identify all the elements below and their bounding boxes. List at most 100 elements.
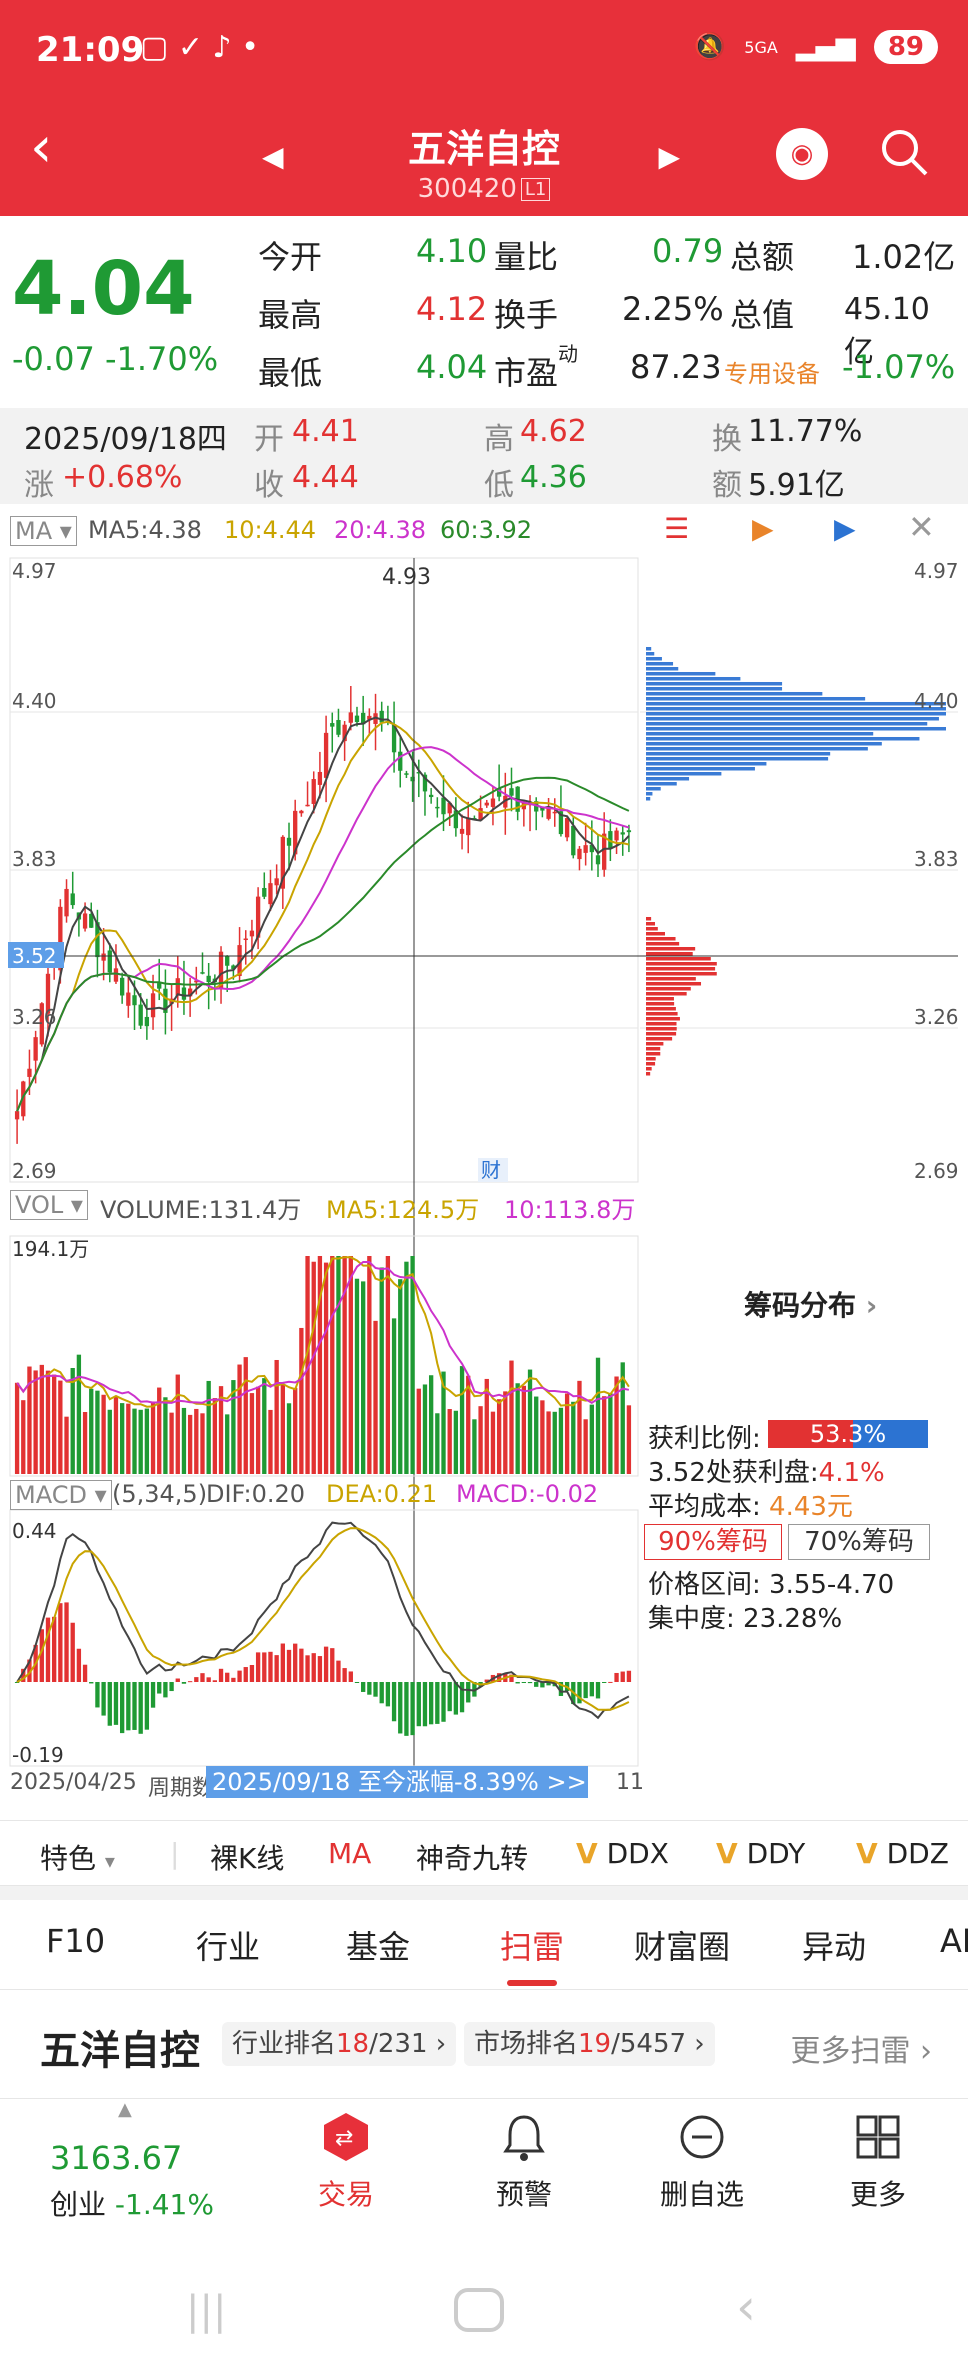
home-icon[interactable]	[454, 2288, 504, 2332]
volume-ratio-label: 量比	[494, 238, 559, 276]
more-scan-link[interactable]: 更多扫雷 ›	[790, 2034, 932, 2069]
indicator-ddx[interactable]: V DDX	[576, 1837, 669, 1870]
candle-body	[225, 955, 230, 966]
volume-bar	[608, 1393, 613, 1474]
macd-bar	[496, 1673, 502, 1682]
volume-bar	[138, 1409, 143, 1474]
macd-bar	[558, 1682, 564, 1696]
volume-bar	[311, 1261, 316, 1474]
macd-selector[interactable]: MACD ▾	[10, 1480, 112, 1510]
industry-rank-total: /231	[369, 2029, 428, 2059]
info-tabs: F10 行业 基金 扫雷 财富圈 异动 AI	[0, 1900, 968, 1990]
macd-bar	[361, 1682, 366, 1692]
avg-cost: 平均成本: 4.43元	[648, 1486, 853, 1523]
cursor-price: 3.52	[12, 944, 57, 968]
candle-body	[39, 1003, 44, 1045]
back-icon[interactable]: ‹	[30, 115, 53, 180]
kline-chart-area[interactable]: 4.97 4.40 3.83 3.52 3.26 2.69 4.93 财 4.9…	[0, 552, 968, 1792]
macd-bar	[262, 1652, 267, 1682]
chip-tab-70[interactable]: 70%筹码	[788, 1524, 930, 1560]
turnover-value: 2.25%	[622, 290, 724, 328]
indicator-ddy[interactable]: V DDY	[716, 1837, 805, 1870]
tab-fund[interactable]: 基金	[346, 1928, 411, 1966]
volume-bar	[76, 1354, 82, 1474]
status-time: 21:09	[36, 30, 145, 70]
volume-bar	[509, 1360, 514, 1474]
market-rank-pill[interactable]: 市场排名19/5457 ›	[464, 2022, 715, 2066]
volume-bar	[305, 1256, 310, 1474]
chart-layout-icon[interactable]: ☰	[664, 512, 690, 545]
back-nav-icon[interactable]: ‹	[736, 2278, 756, 2336]
macd-bar	[225, 1672, 230, 1682]
candle-body	[441, 797, 446, 815]
candle-body	[503, 795, 508, 808]
indicator-ddz[interactable]: V DDZ	[856, 1837, 949, 1870]
axis-mode[interactable]: 周期数	[148, 1776, 215, 1801]
chip-bar	[646, 1047, 661, 1051]
news-marker[interactable]: 财	[481, 1158, 501, 1182]
volume-bar	[157, 1387, 162, 1474]
tab-scan[interactable]: 扫雷	[500, 1928, 565, 1966]
chart-play-icon[interactable]: ▶	[834, 512, 856, 545]
candle-body	[466, 817, 471, 836]
tab-wealth-circle[interactable]: 财富圈	[634, 1928, 731, 1966]
chip-bar	[646, 742, 882, 746]
search-icon[interactable]	[878, 126, 930, 182]
macd-panel-frame	[9, 1509, 639, 1767]
indicator-naked-k[interactable]: 裸K线	[210, 1842, 285, 1875]
indicator-ma[interactable]: MA	[328, 1837, 372, 1870]
macd-bar	[107, 1682, 112, 1726]
indicator-special[interactable]: 特色 ▾	[40, 1837, 115, 1877]
volume-bar	[453, 1410, 459, 1474]
volume-selector[interactable]: VOL ▾	[10, 1190, 88, 1220]
ma-legend: MA ▾ MA5:4.38 10:4.44 20:4.38 60:3.92 ☰ …	[0, 508, 968, 552]
vip-icon: V	[576, 1837, 598, 1870]
next-stock-icon[interactable]: ▶	[658, 140, 680, 173]
chart-tool-icon[interactable]: ▶	[752, 512, 774, 545]
macd-bar	[311, 1653, 316, 1682]
chip-axis-l4: 3.26	[914, 1005, 959, 1029]
day-turnover: 11.77%	[748, 414, 863, 449]
macd-bar	[435, 1682, 440, 1724]
macd-bar	[293, 1643, 298, 1682]
chip-title[interactable]: 筹码分布 ›	[744, 1284, 877, 1324]
high-label: 最高	[258, 296, 323, 334]
chip-tab-90[interactable]: 90%筹码	[644, 1524, 782, 1560]
mascot-icon[interactable]: ◉	[776, 128, 828, 180]
tab-ai[interactable]: AI	[940, 1922, 968, 1960]
market-rank-value: 19	[578, 2029, 612, 2059]
tab-anomaly[interactable]: 异动	[802, 1928, 867, 1966]
candle-body	[218, 951, 224, 990]
day-date: 2025/09/18四	[24, 422, 227, 457]
ma-selector[interactable]: MA ▾	[10, 516, 77, 546]
candle-body	[626, 830, 632, 833]
tab-f10[interactable]: F10	[46, 1922, 106, 1960]
chip-bar	[646, 992, 687, 996]
chip-bar	[646, 1027, 677, 1031]
indicator-magic-nine[interactable]: 神奇九转	[416, 1842, 529, 1875]
prev-stock-icon[interactable]: ◀	[262, 140, 284, 173]
candle-body	[95, 922, 100, 958]
close-icon[interactable]: ✕	[908, 508, 935, 546]
index-change: -1.41%	[114, 2188, 214, 2221]
macd-bar	[163, 1682, 168, 1698]
macd-bar	[527, 1682, 533, 1684]
chip-bar	[646, 997, 674, 1001]
day-change-label: 涨	[24, 468, 54, 503]
more-scan-label: 更多扫雷	[790, 2034, 911, 2069]
volume-bar	[64, 1416, 69, 1474]
news-marker-box[interactable]	[478, 1158, 508, 1182]
tab-industry[interactable]: 行业	[196, 1928, 261, 1966]
industry-rank-pill[interactable]: 行业排名18/231 ›	[222, 2022, 457, 2066]
candle-body	[614, 830, 619, 841]
volume-bar	[503, 1391, 508, 1474]
industry-link[interactable]: 专用设备	[724, 360, 820, 388]
range-banner[interactable]: 2025/09/18 至今涨幅-8.39% >>力	[206, 1766, 588, 1798]
macd-bar	[237, 1670, 242, 1682]
volume-bar	[379, 1267, 384, 1474]
macd-bar	[299, 1648, 304, 1682]
ma20-value: 20:4.38	[334, 516, 427, 544]
recent-apps-icon[interactable]: |||	[186, 2288, 227, 2334]
volume-ma10-line	[16, 1261, 630, 1404]
volume-bar	[132, 1408, 137, 1474]
